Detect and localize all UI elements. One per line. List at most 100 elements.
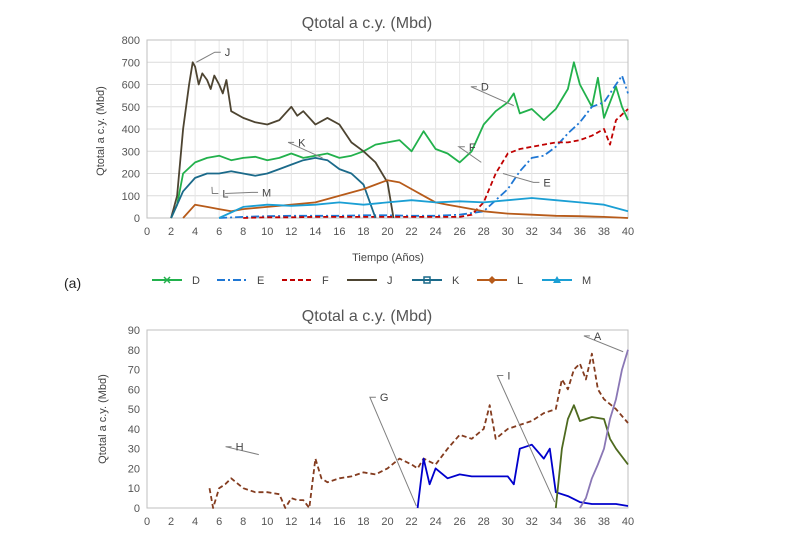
legend-label-e: E — [257, 275, 264, 287]
legend-label-d: D — [192, 275, 200, 287]
top-chart-annotation-d: D — [481, 82, 489, 94]
top-chart-title: Qtotal a c.y. (Mbd) — [302, 15, 432, 32]
bottom-chart-x-tick-label: 2 — [168, 516, 174, 528]
top-chart-grid — [146, 39, 629, 219]
top-chart-annotation-k: K — [298, 137, 306, 149]
bottom-chart-x-tick-label: 22 — [405, 516, 417, 528]
bottom-chart-y-tick-label: 80 — [128, 345, 140, 357]
bottom-chart-x-tick-label: 14 — [309, 516, 321, 528]
top-chart-annotation-j: J — [225, 47, 231, 59]
top-chart-x-tick-label: 18 — [357, 226, 369, 238]
legend-label-f: F — [322, 275, 329, 287]
bottom-chart-y-tick-label: 30 — [128, 444, 140, 456]
bottom-chart-x-tick-label: 30 — [502, 516, 514, 528]
top-chart-annotation-m: M — [262, 187, 271, 199]
top-chart-annotation-leader — [502, 173, 540, 183]
top-chart-x-tick-label: 36 — [574, 226, 586, 238]
bottom-chart-annotation-i: I — [507, 370, 510, 382]
bottom-chart-x-tick-label: 6 — [216, 516, 222, 528]
bottom-chart-x-tick-label: 28 — [478, 516, 490, 528]
bottom-chart-series-a — [579, 349, 629, 509]
bottom-chart-x-tick-label: 4 — [192, 516, 198, 528]
top-chart-y-tick-label: 400 — [122, 124, 140, 136]
top-chart-annotation-e: E — [543, 177, 550, 189]
bottom-chart-title: Qtotal a c.y. (Mbd) — [302, 308, 432, 325]
top-chart-x-tick-label: 30 — [502, 226, 514, 238]
top-chart-series-k — [170, 156, 377, 219]
bottom-chart-y-tick-label: 20 — [128, 463, 140, 475]
bottom-chart-series — [208, 349, 629, 509]
top-chart-plot-frame — [146, 39, 629, 219]
legend-marker — [163, 276, 171, 284]
top-chart-x-tick-label: 12 — [285, 226, 297, 238]
bottom-chart-y-tick-label: 90 — [128, 325, 140, 337]
top-chart-y-tick-label: 800 — [122, 35, 140, 47]
top-chart-x-tick-label: 2 — [168, 226, 174, 238]
bottom-chart-x-tick-label: 0 — [144, 516, 150, 528]
legend-marker — [423, 276, 431, 284]
legend-label-k: K — [452, 275, 460, 287]
top-chart-annotation-leader — [470, 86, 514, 107]
bottom-chart-grid — [146, 329, 629, 509]
bottom-chart-y-tick-label: 70 — [128, 365, 140, 377]
top-chart-y-tick-label: 600 — [122, 80, 140, 92]
top-chart-x-tick-label: 32 — [526, 226, 538, 238]
top-chart-annotation-leader — [196, 51, 221, 63]
bottom-chart-series-h — [208, 352, 629, 509]
panel-label: (a) — [64, 275, 81, 291]
bottom-chart-y-tick-label: 60 — [128, 384, 140, 396]
top-chart-x-tick-label: 26 — [454, 226, 466, 238]
bottom-chart-annotation-a: A — [594, 331, 602, 343]
top-chart-x-tick-label: 40 — [622, 226, 634, 238]
bottom-chart-x-tick-label: 34 — [550, 516, 562, 528]
top-chart-y-axis-label: Qtotal a c.y. (Mbd) — [95, 86, 107, 176]
legend-marker — [488, 276, 496, 284]
bottom-chart-annotation-h: H — [236, 442, 244, 454]
top-chart-annotation-leader — [225, 191, 259, 195]
top-chart-series-m — [218, 197, 629, 219]
top-chart-y-tick-label: 200 — [122, 169, 140, 181]
top-chart-annotation-f: F — [469, 142, 476, 154]
bottom-chart-x-tick-label: 8 — [240, 516, 246, 528]
top-chart-x-tick-label: 38 — [598, 226, 610, 238]
top-chart-x-axis-label: Tiempo (Años) — [352, 252, 424, 264]
bottom-chart-y-tick-label: 10 — [128, 483, 140, 495]
top-chart-series-j — [170, 61, 395, 219]
bottom-chart-x-tick-label: 40 — [622, 516, 634, 528]
bottom-chart-annotation-g: G — [380, 392, 389, 404]
bottom-chart-x-tick-label: 16 — [333, 516, 345, 528]
legend-label-m: M — [582, 275, 591, 287]
top-chart-x-tick-label: 22 — [405, 226, 417, 238]
bottom-chart-annotations: H G I A — [225, 331, 624, 507]
top-chart-x-tick-label: 16 — [333, 226, 345, 238]
top-chart-y-tick-label: 700 — [122, 57, 140, 69]
top-chart-annotation-leader — [287, 141, 323, 159]
top-chart-x-tick-label: 10 — [261, 226, 273, 238]
top-chart-x-tick-label: 4 — [192, 226, 198, 238]
top-chart-annotation-leader — [457, 146, 482, 163]
top-chart-x-tick-label: 28 — [478, 226, 490, 238]
top-chart-x-tick-label: 8 — [240, 226, 246, 238]
bottom-chart: Qtotal a c.y. (Mbd) Qtotal a c.y. (Mbd) … — [97, 308, 634, 528]
bottom-chart-x-tick-label: 36 — [574, 516, 586, 528]
top-chart-series-f — [243, 108, 629, 219]
top-chart-x-tick-label: 0 — [144, 226, 150, 238]
top-chart-y-tick-label: 100 — [122, 191, 140, 203]
bottom-chart-annotation-leader — [496, 374, 556, 503]
bottom-chart-series-g — [416, 443, 629, 509]
bottom-chart-x-tick-label: 24 — [429, 516, 441, 528]
top-chart-series — [170, 61, 629, 219]
bottom-chart-y-tick-label: 50 — [128, 404, 140, 416]
bottom-chart-annotation-leader — [583, 335, 624, 353]
top-chart-annotation-leader — [211, 186, 219, 195]
top-chart-annotation-l: L — [222, 189, 228, 201]
bottom-chart-x-tick-label: 10 — [261, 516, 273, 528]
bottom-chart-x-tick-label: 12 — [285, 516, 297, 528]
top-chart-y-tick-label: 0 — [134, 213, 140, 225]
bottom-chart-annotation-leader — [225, 446, 259, 456]
bottom-chart-annotation-leader — [369, 396, 417, 507]
